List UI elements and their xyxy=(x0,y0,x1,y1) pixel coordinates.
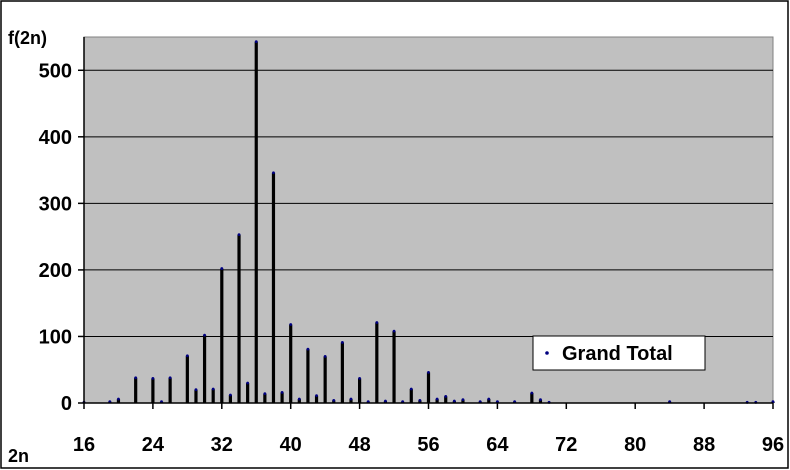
data-point xyxy=(237,233,241,237)
x-tick-label: 56 xyxy=(417,434,439,456)
data-point xyxy=(409,387,413,391)
data-point xyxy=(392,329,396,333)
data-point xyxy=(375,321,379,324)
data-point xyxy=(444,394,448,398)
data-point xyxy=(452,399,456,403)
data-point xyxy=(435,397,439,401)
legend: Grand Total xyxy=(532,335,706,371)
y-tick-label: 0 xyxy=(61,393,72,415)
x-axis-label: 2n xyxy=(8,446,29,466)
legend-marker xyxy=(545,351,549,355)
legend-label: Grand Total xyxy=(562,343,673,365)
x-tick-label: 88 xyxy=(693,434,715,456)
data-point xyxy=(185,354,189,358)
y-tick-label: 400 xyxy=(39,127,72,149)
y-tick-label: 200 xyxy=(39,260,72,282)
data-point xyxy=(418,398,422,402)
data-point xyxy=(461,398,465,402)
data-point xyxy=(306,347,310,351)
x-tick-label: 80 xyxy=(624,434,646,456)
data-point xyxy=(254,40,258,44)
data-point xyxy=(280,390,284,394)
data-point xyxy=(349,397,353,401)
x-tick-label: 16 xyxy=(73,434,95,456)
x-tick-label: 32 xyxy=(211,434,233,456)
data-point xyxy=(194,388,198,392)
data-point xyxy=(323,355,327,358)
data-point xyxy=(151,376,155,380)
data-point xyxy=(530,391,534,395)
x-tick-label: 40 xyxy=(280,434,302,456)
data-point xyxy=(297,397,301,401)
data-point xyxy=(211,387,215,391)
x-tick-label: 64 xyxy=(486,434,509,456)
data-point xyxy=(315,394,318,398)
data-point xyxy=(539,398,542,402)
x-tick-label: 48 xyxy=(348,434,370,456)
data-point xyxy=(427,370,430,374)
data-point xyxy=(117,397,120,401)
x-tick-label: 24 xyxy=(142,434,165,456)
data-point xyxy=(358,376,361,380)
data-point xyxy=(263,392,267,396)
data-point xyxy=(203,333,206,337)
data-point xyxy=(272,171,275,175)
y-tick-label: 500 xyxy=(39,60,72,82)
data-point xyxy=(384,399,387,403)
data-point xyxy=(246,381,250,385)
data-point xyxy=(289,323,293,326)
y-axis-label: f(2n) xyxy=(8,28,47,48)
x-tick-label: 72 xyxy=(555,434,577,456)
y-tick-label: 300 xyxy=(39,193,72,215)
data-point xyxy=(134,376,138,380)
y-tick-label: 100 xyxy=(39,326,72,348)
data-point xyxy=(340,341,344,344)
data-point xyxy=(332,398,336,402)
data-point xyxy=(487,397,491,401)
data-point xyxy=(220,267,224,270)
legend-box xyxy=(532,335,706,371)
axes-group: 0 100 200 300 400 500 16 24 32 40 48 56 64 72 80 88 96 xyxy=(39,37,784,456)
x-tick-label: 96 xyxy=(762,434,784,456)
data-point xyxy=(168,376,172,380)
plot-area-group xyxy=(83,36,774,404)
data-point xyxy=(229,393,232,397)
